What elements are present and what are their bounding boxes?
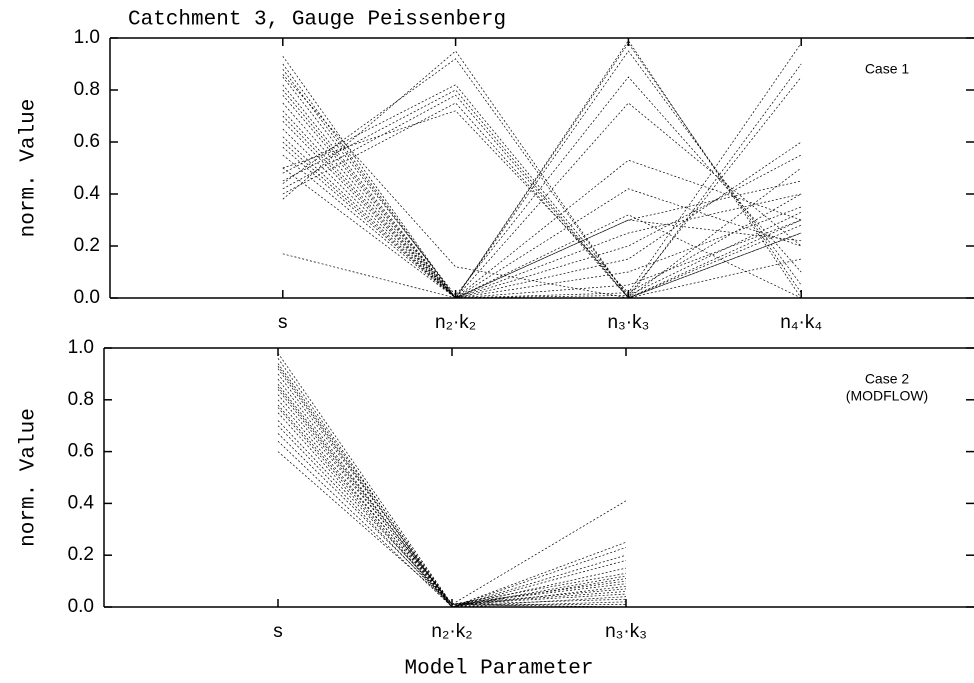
- y-tick-label: 0.4: [74, 183, 101, 204]
- y-tick-label: 0.2: [68, 544, 94, 565]
- data-line: [277, 384, 627, 605]
- data-line: [277, 363, 627, 605]
- x-tick-label: n₄·k₄: [780, 312, 822, 333]
- y-tick-label: 0.8: [74, 79, 100, 100]
- data-line: [282, 154, 802, 299]
- y-tick-label: 1.0: [74, 27, 100, 48]
- data-line: [282, 94, 802, 299]
- data-line: [282, 84, 802, 299]
- y-tick-label: 0.0: [74, 287, 100, 308]
- data-line: [277, 394, 627, 605]
- data-line: [282, 167, 802, 299]
- data-line: [282, 89, 802, 299]
- data-line: [277, 451, 627, 605]
- data-line: [282, 102, 802, 299]
- y-tick-label: 0.6: [68, 441, 94, 462]
- y-tick-label: 0.0: [68, 596, 94, 617]
- data-line: [282, 39, 802, 299]
- chart-title: Catchment 3, Gauge Peissenberg: [128, 9, 506, 32]
- annotation: Case 1: [865, 61, 910, 77]
- y-tick-label: 0.6: [74, 131, 100, 152]
- data-line: [282, 110, 802, 294]
- data-line: [277, 352, 627, 608]
- x-axis-label: Model Parameter: [404, 658, 593, 681]
- data-line: [277, 389, 627, 608]
- data-line: [282, 94, 802, 299]
- data-line: [282, 141, 802, 299]
- x-tick-label: s: [278, 312, 288, 333]
- annotation: (MODFLOW): [846, 388, 928, 404]
- data-line: [282, 84, 802, 296]
- x-tick-label: n₂·k₂: [431, 621, 472, 642]
- data-line: [282, 89, 802, 299]
- x-tick-label: n₂·k₂: [435, 312, 476, 333]
- data-line: [277, 440, 627, 608]
- y-axis-label: norm. Value: [18, 408, 41, 547]
- data-line: [282, 219, 802, 299]
- data-line: [282, 110, 802, 299]
- y-axis-label: norm. Value: [18, 99, 41, 238]
- y-tick-label: 0.2: [74, 235, 100, 256]
- x-tick-label: n₃·k₃: [605, 621, 647, 642]
- data-line: [282, 115, 802, 299]
- data-line: [277, 373, 627, 605]
- data-line: [277, 399, 627, 608]
- data-line: [277, 368, 627, 608]
- data-line: [277, 407, 627, 608]
- data-line: [277, 425, 627, 608]
- data-line: [277, 378, 627, 608]
- data-line: [282, 76, 802, 296]
- data-line: [282, 42, 802, 299]
- data-line: [282, 43, 802, 299]
- data-line: [277, 420, 627, 605]
- data-line: [277, 412, 627, 608]
- data-line: [282, 50, 802, 299]
- data-line: [282, 58, 802, 299]
- data-line: [282, 120, 802, 299]
- data-line: [282, 128, 802, 299]
- x-tick-label: n₃·k₃: [607, 312, 649, 333]
- y-tick-label: 0.4: [68, 492, 95, 513]
- data-line: [277, 433, 627, 605]
- y-tick-label: 1.0: [68, 337, 94, 358]
- data-line: [282, 76, 802, 299]
- data-line: [282, 63, 802, 299]
- data-line: [277, 358, 627, 608]
- x-tick-label: s: [273, 621, 283, 642]
- data-line: [277, 404, 626, 605]
- y-tick-label: 0.8: [68, 389, 94, 410]
- data-line: [282, 50, 802, 299]
- data-line: [277, 386, 627, 605]
- annotation: Case 2: [865, 371, 910, 387]
